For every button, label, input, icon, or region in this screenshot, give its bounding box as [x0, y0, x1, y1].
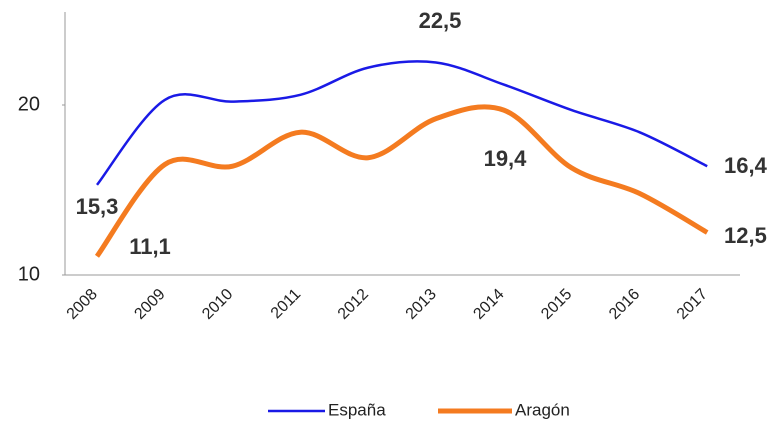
data-label: 19,4 — [484, 146, 528, 171]
data-label: 15,3 — [76, 194, 119, 219]
y-tick-label: 10 — [18, 263, 40, 285]
x-tick-label: 2008 — [64, 286, 101, 323]
y-tick-label: 20 — [18, 93, 40, 115]
x-tick-label: 2012 — [335, 286, 372, 323]
x-tick-label: 2017 — [674, 286, 711, 323]
series-line — [96, 60, 708, 186]
data-label: 11,1 — [129, 234, 171, 259]
series-line — [94, 104, 709, 258]
x-tick-label: 2009 — [131, 286, 168, 323]
x-tick-label: 2014 — [470, 286, 507, 323]
x-tick-label: 2011 — [268, 286, 304, 322]
data-label: 16,4 — [724, 153, 768, 178]
legend-label: España — [328, 400, 386, 419]
x-tick-label: 2016 — [606, 286, 643, 323]
data-label: 22,5 — [419, 8, 462, 33]
data-label: 12,5 — [724, 223, 767, 248]
x-tick-label: 2013 — [403, 286, 440, 323]
x-tick-label: 2010 — [199, 286, 236, 323]
x-tick-label: 2015 — [538, 286, 575, 323]
legend-label: Aragón — [515, 400, 570, 419]
